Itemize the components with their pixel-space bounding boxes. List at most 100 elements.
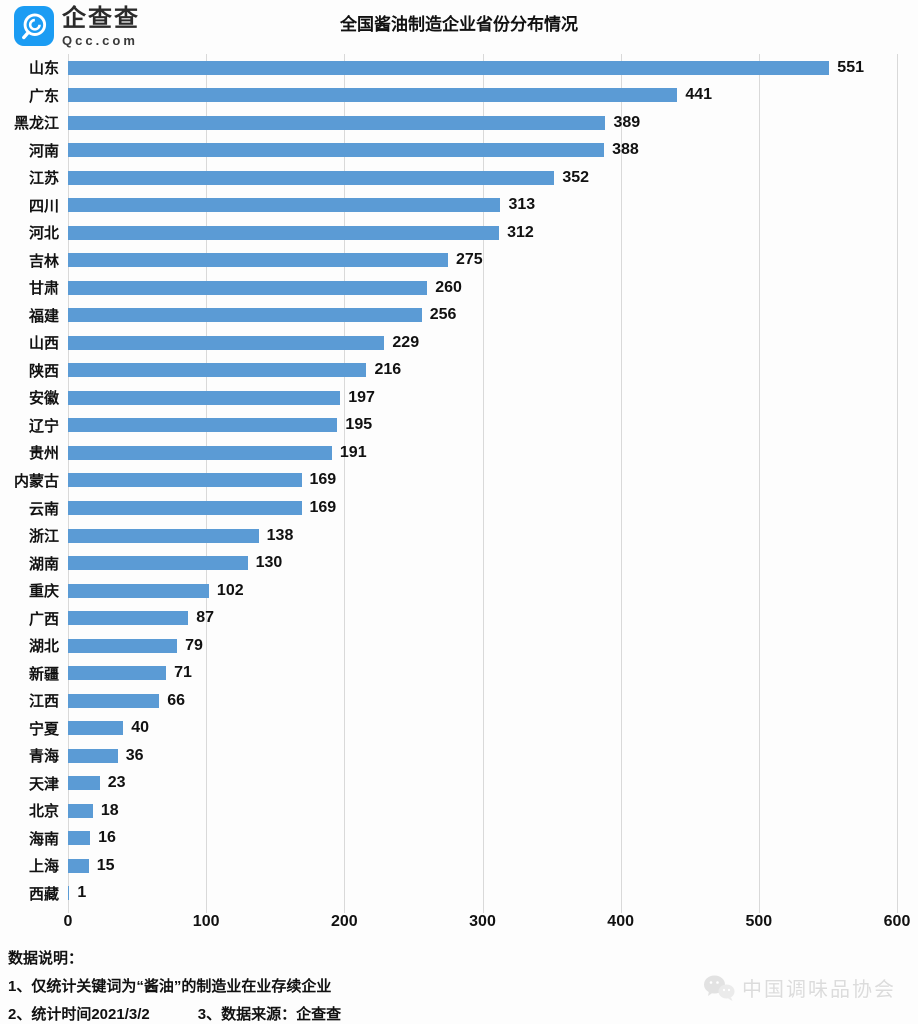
value-label: 197: [348, 388, 375, 406]
gridline: [620, 54, 622, 913]
bar-row: 西藏 1: [29, 879, 897, 907]
value-label: 16: [98, 829, 116, 847]
footer-notes: 数据说明： 1、仅统计关键词为“酱油”的制造业在业存续企业 2、统计时间2021…: [8, 945, 918, 1024]
value-label: 71: [174, 664, 192, 682]
bar: [68, 803, 93, 818]
province-label: 浙江: [28, 528, 59, 546]
bar: [68, 363, 367, 378]
bar-row: 内蒙古 169: [14, 467, 897, 495]
value-label: 102: [216, 581, 244, 599]
qcc-logo: 企查查 Qcc.com: [14, 6, 140, 48]
bar-row: 海南 16: [29, 824, 897, 852]
bar: [68, 611, 189, 626]
wechat-icon: [704, 975, 735, 1001]
bar-row: 天津 23: [29, 769, 897, 797]
province-label: 北京: [28, 803, 59, 821]
bar-row: 湖南 130: [29, 549, 897, 577]
bar-row: 陕西 216: [29, 357, 897, 385]
bar: [68, 143, 605, 158]
bar: [68, 693, 160, 708]
bar: [68, 858, 89, 873]
bar-row: 山西 229: [29, 329, 897, 357]
value-label: 79: [185, 636, 203, 654]
chart-title: 全国酱油制造企业省份分布情况: [340, 15, 578, 34]
bar-row: 上海 15: [29, 852, 897, 880]
bar-row: 浙江 138: [29, 522, 897, 550]
value-label: 130: [255, 554, 283, 572]
x-tick-label: 200: [330, 913, 358, 930]
province-label: 山西: [28, 335, 59, 353]
province-label: 新疆: [28, 665, 59, 683]
bar: [68, 473, 302, 488]
province-label: 甘肃: [28, 280, 59, 298]
bar-rows: 山东 551 广东 441 黑龙江 389 河南 388 江苏 352 四川 313 河北 312 吉林 27…: [14, 54, 897, 907]
value-label: 36: [125, 746, 144, 764]
bar: [68, 886, 70, 901]
province-label: 重庆: [28, 583, 59, 601]
qcc-logo-text: 企查查 Qcc.com: [62, 5, 140, 49]
province-label: 陕西: [28, 362, 59, 380]
bar-row: 甘肃 260: [29, 274, 897, 302]
bar-row: 福建 256: [29, 302, 897, 330]
qcc-logo-name: 企查查: [62, 5, 140, 32]
bar: [68, 308, 422, 323]
value-label: 216: [374, 361, 402, 379]
bar: [68, 390, 341, 405]
bar-row: 黑龙江 389: [14, 109, 897, 137]
value-label: 229: [392, 333, 420, 351]
bar: [68, 445, 332, 460]
province-label: 河北: [28, 225, 59, 243]
x-tick-label: 100: [192, 913, 220, 930]
value-label: 40: [131, 719, 150, 737]
value-label: 23: [107, 774, 126, 792]
bar: [68, 225, 500, 240]
bar: [68, 253, 448, 268]
value-label: 1: [77, 884, 87, 902]
gridline: [344, 54, 346, 913]
value-label: 66: [167, 691, 185, 709]
bar-row: 广东 441: [29, 82, 897, 110]
bar: [68, 721, 124, 736]
gridline: [482, 54, 484, 913]
value-label: 441: [685, 86, 713, 104]
qcc-logo-icon: [14, 6, 54, 46]
note-row: 2、统计时间2021/3/2 3、数据来源：企查查: [8, 1001, 918, 1024]
value-label: 389: [613, 113, 641, 131]
value-label: 169: [309, 499, 337, 516]
bar: [68, 666, 167, 681]
province-label: 云南: [28, 500, 59, 518]
note-1: 1、仅统计关键词为“酱油”的制造业在业存续企业: [8, 978, 332, 995]
bar: [68, 170, 555, 185]
bar: [68, 831, 91, 846]
province-label: 天津: [28, 775, 59, 793]
bar: [68, 198, 501, 213]
value-label: 169: [309, 471, 337, 489]
value-label: 18: [100, 801, 119, 819]
gridline: [758, 54, 760, 913]
magnifier-icon: [22, 13, 47, 40]
bar: [68, 335, 385, 350]
province-label: 广西: [28, 610, 59, 628]
value-label: 15: [96, 856, 115, 874]
province-label: 广东: [28, 87, 59, 105]
province-label: 海南: [28, 830, 59, 848]
value-label: 138: [266, 526, 294, 544]
value-label: 87: [196, 609, 214, 627]
bar: [68, 748, 118, 763]
province-label: 吉林: [28, 252, 59, 270]
bar-row: 江西 66: [29, 687, 897, 715]
bar-row: 新疆 71: [29, 659, 897, 687]
value-label: 195: [345, 416, 373, 434]
province-label: 黑龙江: [13, 115, 59, 133]
bar: [68, 115, 606, 130]
bar-row: 河南 388: [29, 137, 897, 165]
bar-row: 重庆 102: [29, 577, 897, 605]
bar-chart: 山东 551 广东 441 黑龙江 389 河南 388 江苏 352 四川 313 河北 312 吉林 27…: [14, 54, 898, 913]
province-label: 内蒙古: [13, 472, 59, 490]
value-label: 551: [837, 58, 864, 76]
bar: [68, 60, 830, 75]
note-2: 2、统计时间2021/3/2: [8, 1006, 150, 1023]
value-label: 313: [508, 196, 536, 214]
bar: [68, 583, 209, 598]
